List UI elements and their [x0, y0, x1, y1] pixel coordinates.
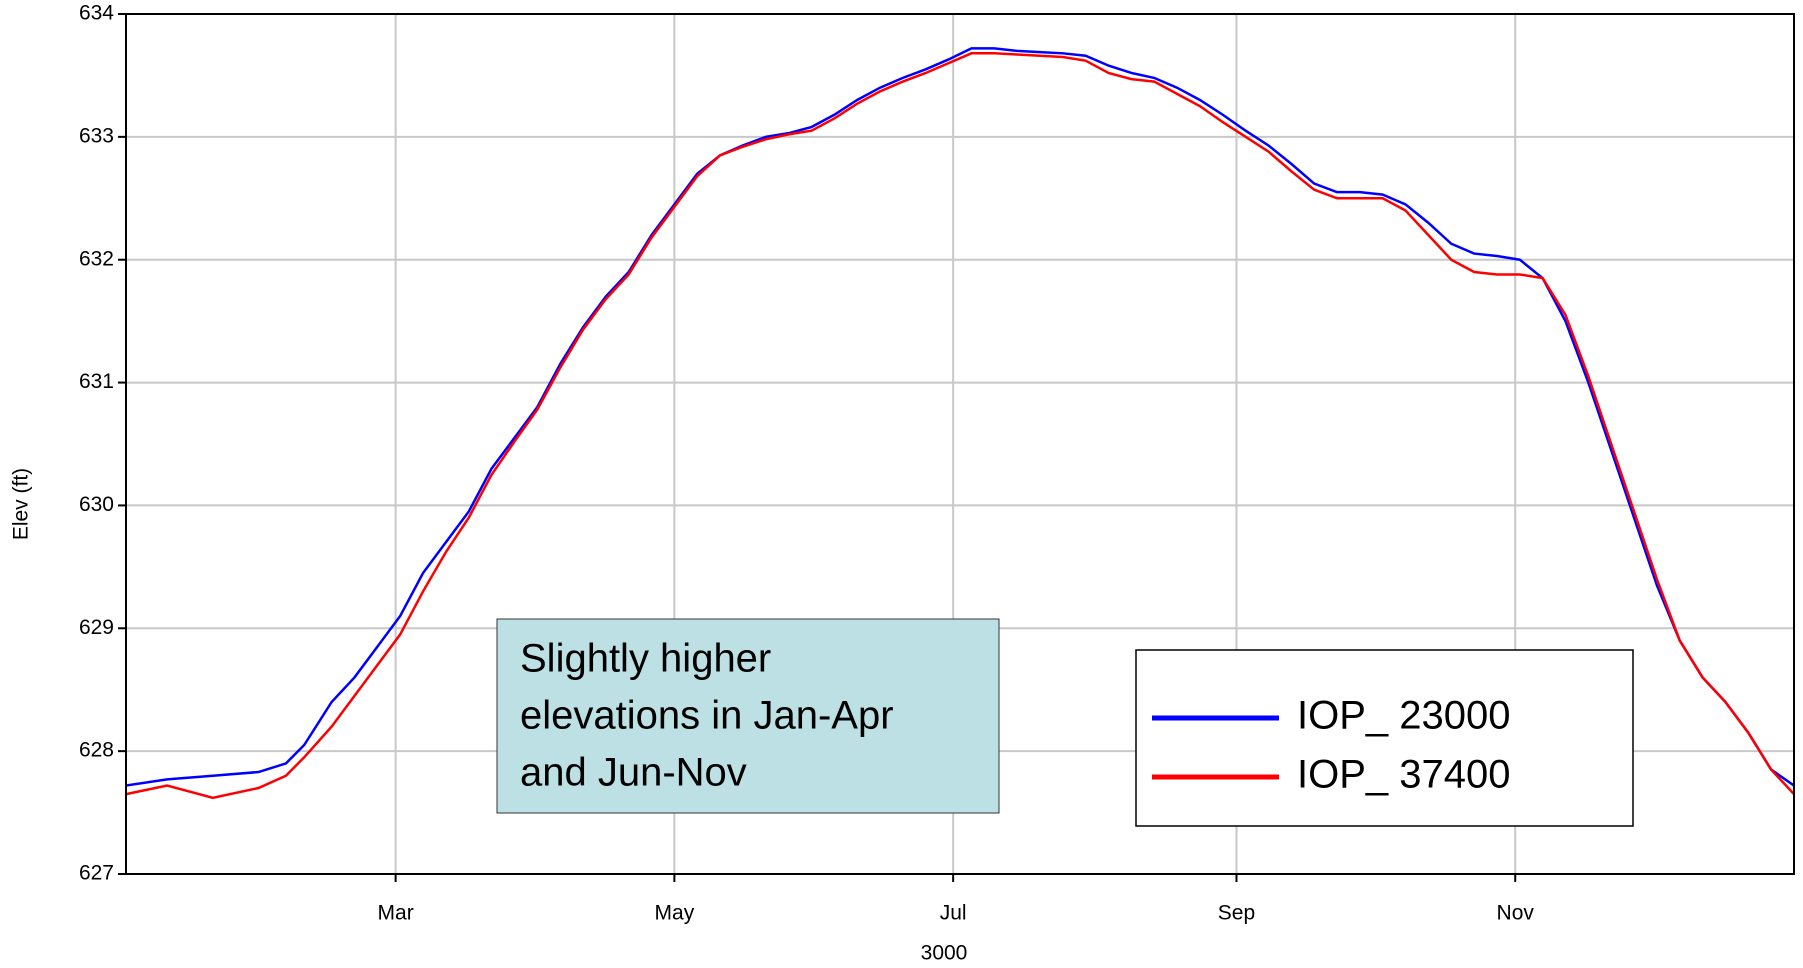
y-tick-label: 629 — [79, 616, 114, 639]
series-line — [125, 47, 1795, 787]
annotation-text: and Jun-Nov — [520, 751, 747, 795]
x-tick-label: Sep — [1218, 902, 1255, 925]
y-tick-label: 628 — [79, 739, 114, 762]
annotation-text: Slightly higher — [520, 637, 771, 681]
x-tick-label: Nov — [1497, 902, 1535, 925]
x-axis-label: 3000 — [921, 942, 968, 965]
legend-label: IOP_ 37400 — [1297, 753, 1511, 797]
y-tick-label: 633 — [79, 124, 114, 147]
annotation-box — [496, 618, 1000, 814]
y-axis-label: Elev (ft) — [10, 468, 33, 540]
legend-box — [1135, 649, 1634, 827]
plot-frame — [125, 13, 1795, 875]
y-tick-label: 634 — [79, 2, 114, 25]
x-tick-label: May — [655, 902, 695, 925]
y-tick-label: 627 — [79, 862, 114, 885]
legend-label: IOP_ 23000 — [1297, 694, 1511, 738]
annotation-text: elevations in Jan-Apr — [520, 694, 894, 738]
y-tick-label: 631 — [79, 370, 114, 393]
x-tick-label: Jul — [940, 902, 967, 925]
y-tick-label: 630 — [79, 493, 114, 516]
series-line — [125, 52, 1795, 800]
y-tick-label: 632 — [79, 247, 114, 270]
x-tick-label: Mar — [378, 902, 414, 925]
